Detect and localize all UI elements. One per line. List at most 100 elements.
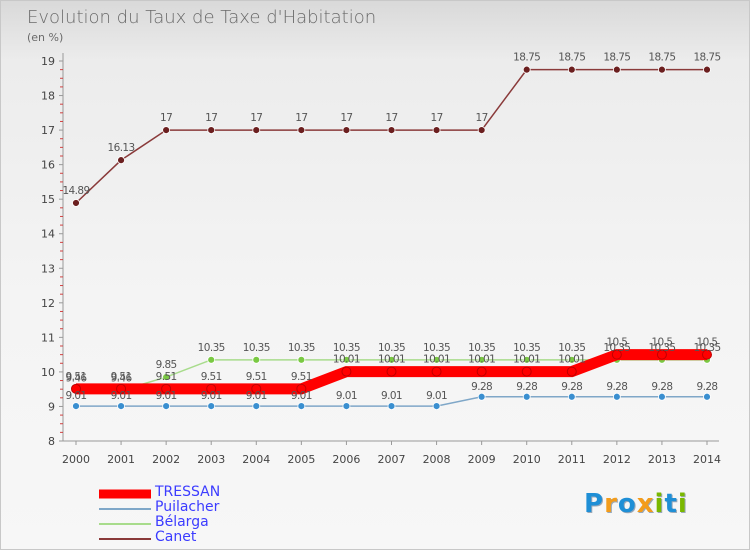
data-point	[297, 355, 306, 364]
data-point	[116, 383, 127, 394]
data-label: 9.51	[66, 371, 87, 383]
data-label: 10.35	[333, 342, 360, 354]
data-label: 17	[295, 112, 307, 124]
data-point	[386, 366, 397, 377]
data-point	[567, 65, 576, 74]
data-label: 9.51	[156, 371, 177, 383]
data-point	[207, 355, 216, 364]
logo-letter: x	[636, 489, 655, 519]
data-label: 10.01	[468, 354, 495, 366]
data-point	[72, 402, 80, 411]
legend-label-puilacher: Puilacher	[155, 499, 220, 515]
data-label: 16.13	[108, 142, 135, 154]
data-label: 10.35	[693, 342, 720, 354]
data-point	[658, 65, 666, 74]
x-tick-label: 2006	[332, 453, 360, 466]
data-point	[387, 126, 396, 134]
logo-letter: r	[604, 489, 618, 519]
x-tick-label: 2008	[423, 453, 451, 466]
y-tick-label: 18	[41, 90, 55, 103]
data-point	[341, 366, 352, 377]
data-point	[342, 402, 351, 411]
x-tick-label: 2013	[648, 453, 676, 466]
data-label: 10.5	[606, 337, 627, 349]
y-tick-label: 17	[41, 124, 55, 137]
legend-swatch-canet	[99, 537, 151, 540]
data-label: 10.01	[513, 354, 540, 366]
y-tick-label: 16	[41, 159, 55, 172]
data-label: 17	[385, 112, 397, 124]
y-tick-label: 12	[41, 297, 55, 310]
data-point	[342, 355, 351, 364]
data-point	[342, 126, 351, 134]
data-point	[703, 392, 711, 401]
data-point	[162, 402, 171, 411]
x-tick-label: 2007	[378, 453, 406, 466]
data-label: 9.01	[156, 390, 177, 402]
data-label: 9.51	[201, 371, 222, 383]
data-label: 9.51	[246, 371, 267, 383]
legend-swatch-tressan	[99, 489, 151, 498]
data-label: 18.75	[693, 52, 720, 64]
data-point	[251, 383, 262, 394]
data-point	[387, 402, 396, 411]
data-label: 9.51	[111, 371, 132, 383]
x-tick-label: 2003	[197, 453, 225, 466]
logo-letter: i	[654, 489, 665, 519]
data-label: 10.5	[651, 337, 672, 349]
legend-swatch-belarga	[99, 522, 151, 525]
data-point	[656, 349, 667, 360]
series-line-canet	[75, 68, 707, 204]
y-tick-label: 15	[41, 193, 55, 206]
data-label: 9.01	[426, 390, 447, 402]
x-tick-label: 2000	[62, 453, 90, 466]
data-label: 10.35	[198, 342, 225, 354]
data-label: 17	[160, 112, 172, 124]
data-point	[206, 383, 217, 394]
data-point	[477, 126, 486, 134]
data-point	[522, 355, 531, 364]
data-label: 10.01	[423, 354, 450, 366]
data-point	[703, 65, 711, 74]
proxiti-logo: Proxiti	[584, 489, 688, 519]
data-label: 9.28	[697, 381, 718, 393]
x-tick-label: 2010	[513, 453, 541, 466]
data-point	[658, 392, 666, 401]
data-point	[387, 355, 396, 364]
data-label: 10.35	[378, 342, 405, 354]
unit-label: (en %)	[27, 31, 64, 44]
data-label: 10.35	[648, 342, 675, 354]
logo-letter: t	[664, 489, 678, 519]
data-label: 9.01	[381, 390, 402, 402]
data-label: 10.01	[378, 354, 405, 366]
data-point	[162, 373, 171, 381]
data-point	[207, 126, 216, 134]
data-point	[71, 383, 81, 394]
logo-letter: o	[617, 489, 637, 519]
legend-swatch-puilacher	[99, 507, 151, 510]
data-point	[252, 126, 261, 134]
data-label: 18.75	[558, 52, 585, 64]
y-tick-label: 9	[48, 400, 55, 413]
data-label: 9.28	[516, 381, 537, 393]
data-point	[117, 402, 125, 411]
y-tick-label: 10	[41, 366, 55, 379]
data-point	[567, 355, 576, 364]
data-point	[522, 65, 531, 74]
data-point	[612, 392, 621, 401]
x-tick-label: 2004	[242, 453, 270, 466]
data-label: 10.01	[558, 354, 585, 366]
data-label: 9.46	[66, 373, 88, 385]
data-label: 9.51	[291, 371, 312, 383]
data-label: 9.28	[606, 381, 627, 393]
data-label: 9.28	[561, 381, 582, 393]
data-point	[566, 366, 577, 377]
x-tick-label: 2014	[693, 453, 721, 466]
data-label: 9.46	[111, 373, 133, 385]
data-label: 10.35	[603, 342, 630, 354]
data-point	[297, 402, 306, 411]
x-tick-label: 2001	[107, 453, 135, 466]
data-point	[612, 65, 621, 74]
y-tick-label: 8	[48, 435, 55, 448]
